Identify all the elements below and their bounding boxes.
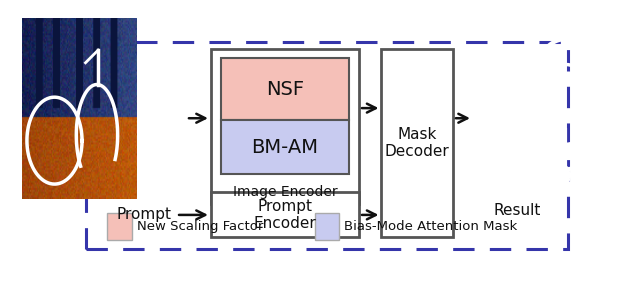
- Text: Prompt: Prompt: [117, 207, 172, 223]
- Bar: [315, 213, 339, 240]
- Bar: [221, 121, 349, 174]
- Text: NSF: NSF: [266, 79, 304, 98]
- Bar: [107, 213, 131, 240]
- Bar: [211, 48, 359, 204]
- Bar: [211, 192, 359, 237]
- Text: New Scaling Factor: New Scaling Factor: [137, 220, 263, 233]
- Bar: [382, 48, 453, 237]
- Text: Prompt
Encoder: Prompt Encoder: [253, 199, 316, 231]
- Text: Bias-Mode Attention Mask: Bias-Mode Attention Mask: [345, 220, 517, 233]
- Circle shape: [589, 54, 598, 68]
- Text: BM-AM: BM-AM: [251, 138, 318, 157]
- Bar: [221, 58, 349, 121]
- Circle shape: [559, 166, 570, 184]
- Text: Mask
Decoder: Mask Decoder: [385, 127, 450, 159]
- Text: Result: Result: [494, 203, 541, 218]
- Text: Image Encoder: Image Encoder: [233, 185, 338, 199]
